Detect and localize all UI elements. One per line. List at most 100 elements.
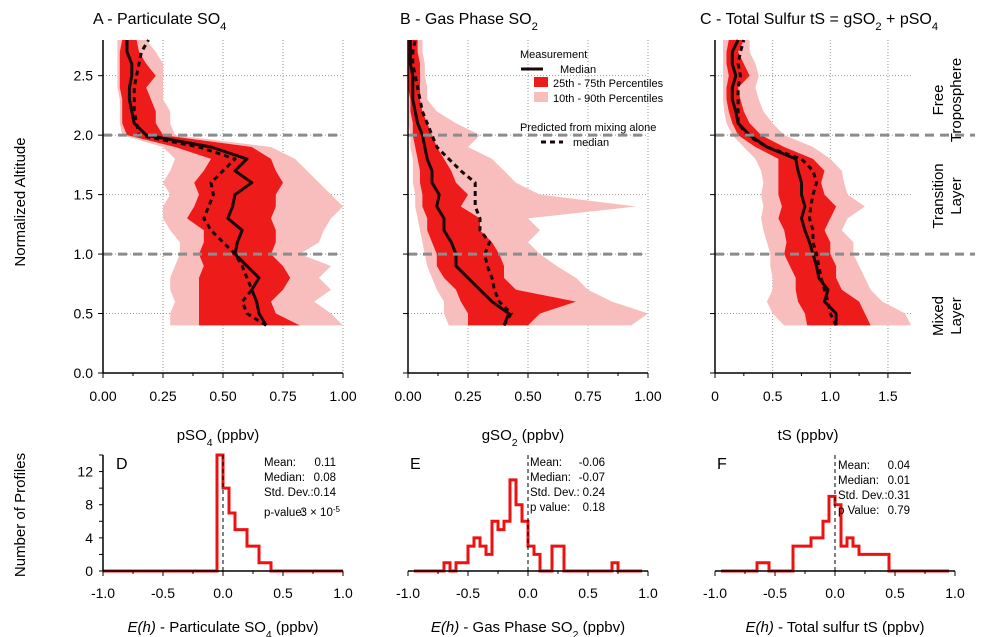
median-line: [730, 39, 838, 326]
x-axis-label-D-part: (ppbv): [272, 619, 319, 636]
x-tick-label: 0: [711, 388, 719, 404]
layer-label: Mixed: [930, 296, 947, 336]
stat-label: Median:: [264, 472, 305, 484]
stat-label: Median:: [838, 475, 879, 487]
legend-25-75-swatch: [534, 77, 548, 87]
panel-title-C: C - Total Sulfur tS = gSO2 + pSO4: [700, 11, 938, 33]
x-axis-label-D-part: E(h): [128, 619, 156, 636]
stat-value: 0.11: [314, 457, 336, 469]
x-axis-label-B-part: (ppbv): [518, 427, 565, 444]
panel-title-C-part: + pSO: [882, 11, 932, 28]
y-tick-label: 0.0: [74, 365, 94, 381]
panel-title-D: D: [116, 456, 128, 473]
legend-predicted-median: median: [573, 137, 609, 149]
stat-value: 0.79: [888, 505, 910, 517]
shared-y-axis-label: Normalized Altitude: [12, 137, 29, 266]
stat-label: Std. Dev.:: [530, 487, 580, 499]
x-tick-label: 0.25: [149, 388, 176, 404]
predicted-median-line: [736, 39, 838, 327]
x-tick-label: 0.00: [394, 388, 421, 404]
x-axis-label-E-part: (ppbv): [578, 619, 625, 636]
x-tick-label: 0.5: [578, 585, 598, 601]
x-tick-label: 0.00: [89, 388, 116, 404]
stat-value: -0.06: [579, 457, 605, 469]
panel-F: -1.0 -0.5 0.0 0.5 1.0 F Mean: 0.04 Median: 0.01St…: [703, 455, 965, 636]
panel-title-B-part: B - Gas Phase SO: [400, 11, 532, 28]
stat-value: 0.08: [314, 472, 336, 484]
x-tick-label: 1.00: [329, 388, 356, 404]
x-axis-label-A-part: (ppbv): [213, 427, 260, 444]
predicted-median-line: [132, 39, 267, 327]
histogram-steps: [103, 453, 343, 573]
x-axis-label-B-part: gSO: [482, 427, 512, 444]
x-axis-label-E-part: 2: [573, 629, 579, 637]
x-tick-label: -1.0: [91, 585, 115, 601]
x-axis-label-B-part: 2: [512, 437, 518, 449]
layer-label: Free: [930, 85, 947, 116]
x-axis-label-A-part: 4: [207, 437, 213, 449]
legend-median: Median: [560, 64, 596, 76]
stat-value: 3 × 10-5: [301, 505, 341, 520]
panel-title-E: E: [410, 456, 421, 473]
panel-title-C-part: 2: [875, 21, 881, 33]
x-axis-label-F: E(h) - Total sulfur tS (ppbv): [746, 619, 925, 636]
panel-title-C-part: C - Total Sulfur tS = gSO: [700, 11, 875, 28]
stat-label: p value:: [530, 502, 570, 514]
histogram-y-axis-label: Number of Profiles: [12, 453, 29, 577]
layer-label: Troposphere: [948, 58, 965, 143]
histogram-panels: -1.0 -0.5 0.0 0.5 1.0 0 4 8 12 D Mean: 0.11 Median: 0…: [77, 453, 965, 637]
layer-label: Transition: [930, 163, 947, 228]
x-tick-label: 1.00: [634, 388, 661, 404]
y-tick-label: 2.5: [74, 68, 94, 84]
x-tick-label: 0.50: [209, 388, 236, 404]
band-25-75: [408, 40, 576, 326]
x-axis-label-D-part: 4: [266, 629, 272, 637]
x-axis-label-B: gSO2 (ppbv): [482, 427, 565, 449]
stat-value-part: 3 × 10: [301, 507, 333, 519]
y-tick-label: 0.5: [74, 306, 94, 322]
x-axis-label-C-part: (ppbv): [792, 427, 839, 444]
x-axis-label-E-part: - Gas Phase SO: [459, 619, 572, 636]
stat-label: Std. Dev.:: [838, 490, 888, 502]
median-line: [408, 40, 511, 326]
median-line: [125, 40, 268, 327]
x-tick-label: -1.0: [703, 585, 727, 601]
legend-25-75: 25th - 75th Percentiles: [553, 78, 664, 90]
x-tick-label: -1.0: [396, 585, 420, 601]
y-tick-label: 1.0: [74, 246, 94, 262]
legend: Measurement Median 25th - 75th Percentiles…: [520, 49, 664, 149]
legend-10-90-swatch: [534, 92, 548, 102]
x-axis-label-D: E(h) - Particulate SO4 (ppbv): [128, 619, 319, 637]
legend-title: Measurement: [520, 49, 587, 61]
x-tick-label: -0.5: [151, 585, 175, 601]
layer-label: Layer: [948, 297, 965, 335]
x-tick-label: 1.5: [878, 388, 898, 404]
x-tick-label: 0.25: [454, 388, 481, 404]
panel-D: -1.0 -0.5 0.0 0.5 1.0 0 4 8 12 D Mean: 0.11 Median: 0…: [77, 453, 353, 637]
x-tick-label: 0.5: [273, 585, 293, 601]
stat-value: 0.31: [888, 490, 910, 502]
band-25-75: [726, 40, 871, 326]
stat-value: 0.18: [583, 502, 605, 514]
y-tick-label: 2.0: [74, 127, 94, 143]
stat-value: 0.01: [888, 475, 910, 487]
x-axis-label-D-part: - Particulate SO: [156, 619, 266, 636]
stat-label: Mean:: [530, 457, 562, 469]
x-tick-label: 0.50: [514, 388, 541, 404]
stat-label: Median:: [530, 472, 571, 484]
profile-panels: 0.00 0.25 0.50 0.75 1.00 0.0 0.5 1.0 1.5 2.0 2.5 A …: [74, 11, 975, 449]
panel-title-C-part: 4: [932, 21, 938, 33]
stat-value-part: -5: [333, 505, 341, 514]
panel-title-A: A - Particulate SO4: [93, 11, 226, 33]
stat-label: Mean:: [838, 460, 870, 472]
x-tick-label: 0.75: [574, 388, 601, 404]
x-tick-label: 0.5: [885, 585, 905, 601]
panel-title-F: F: [717, 456, 727, 473]
y-tick-label: 4: [85, 530, 93, 546]
stat-value: -0.07: [579, 472, 605, 484]
legend-predicted-title: Predicted from mixing alone: [520, 122, 656, 134]
x-tick-label: 0.0: [518, 585, 538, 601]
y-tick-label: 1.5: [74, 187, 94, 203]
